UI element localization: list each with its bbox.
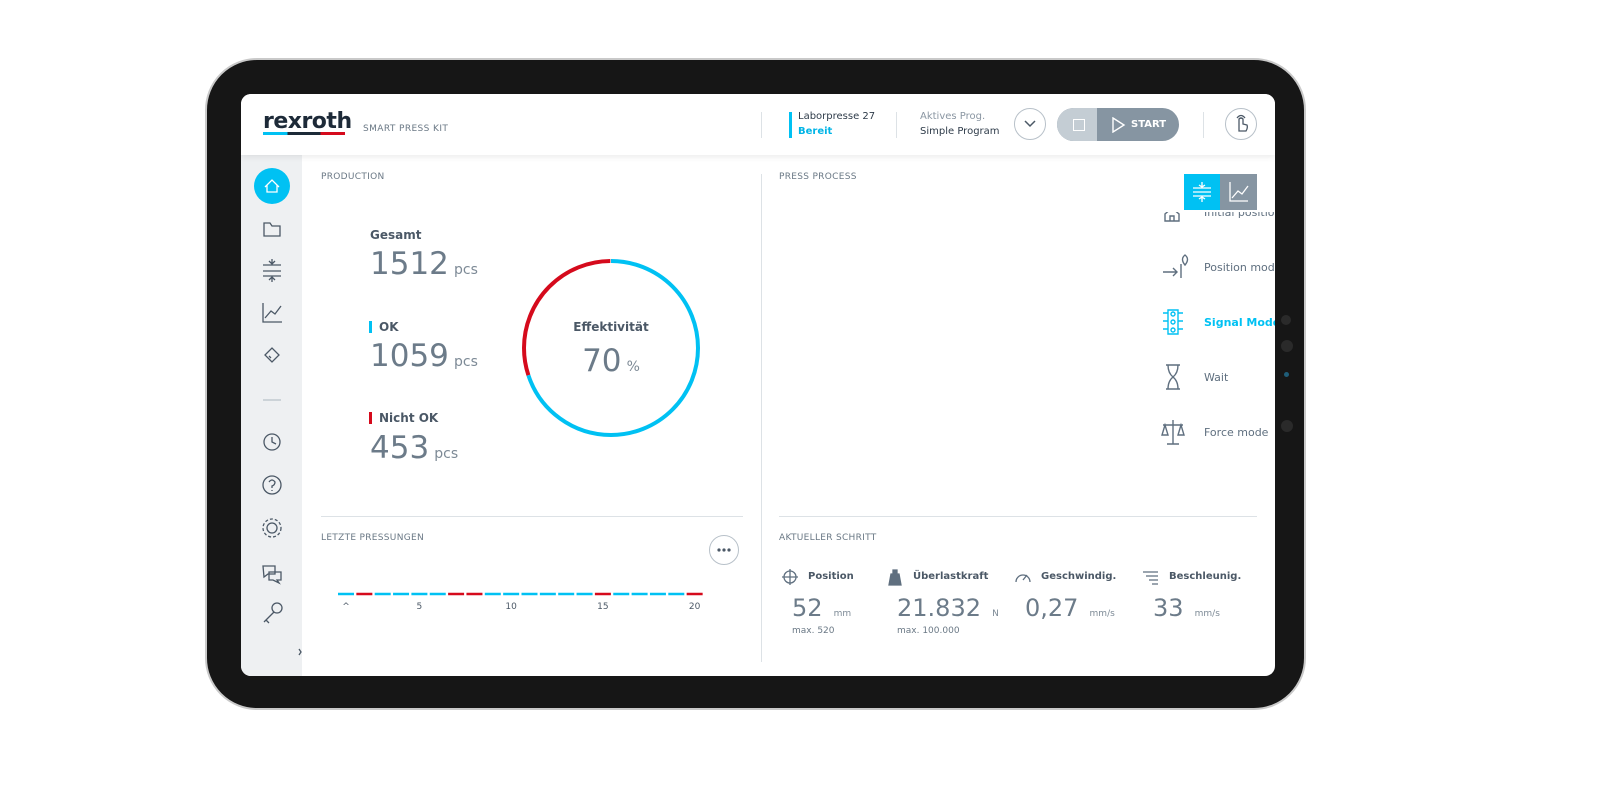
press-history: ^ 5 10 15 20 [338,592,703,612]
step-label: Signal Mode [1204,316,1275,329]
press-tick-label: 5 [417,602,423,612]
step-icon [1163,254,1189,278]
step-item-unit: mm [833,609,852,619]
step-item-icon [1014,568,1032,586]
process-steps: Initial position Position mode Signal Mode… [1161,212,1275,445]
step-item-unit: mm/s [1089,609,1115,619]
section-title: AKTUELLER SCHRITT [779,533,877,543]
logo: rexroth [263,109,352,134]
step-icon [1164,212,1184,222]
count-unit: pcs [454,262,478,278]
step-item-value: 52 [792,594,823,622]
view-toggle [1184,174,1257,210]
machine-status: Bereit [798,126,833,137]
sidebar [241,155,302,676]
run-controls: START [1057,108,1179,141]
press-tick-label: 15 [597,602,608,612]
step-label: Initial position [1204,212,1275,219]
step-item-icon [1142,568,1160,586]
press-tick-label: ^ [342,602,350,612]
step-item-value: 21.832 [897,594,981,622]
section-title: LETZTE PRESSUNGEN [321,533,425,543]
section-title: PRODUCTION [321,172,385,182]
app-screen: rexroth SMART PRESS KIT Laborpresse 27 B… [241,94,1275,676]
step-item-label: Geschwindig. [1041,571,1117,582]
step-item-icon [886,568,904,586]
step-item-row: 33 mm/s [1153,594,1220,622]
step-item-row: 21.832 N [897,594,999,622]
step-item-row: 52 mm [792,594,851,622]
step-item-label: Beschleunig. [1169,571,1242,582]
count-unit: pcs [434,446,459,462]
chart-view-button[interactable] [1220,174,1257,210]
program-dropdown[interactable] [1014,108,1046,140]
machine-name: Laborpresse 27 [798,111,876,122]
step-item-unit: N [992,609,999,619]
start-label: START [1131,119,1167,130]
section-title: PRESS PROCESS [779,172,857,182]
step-label: Position mode [1204,261,1275,274]
count-value: 1512 [370,246,449,282]
step-label: Force mode [1204,426,1269,439]
step-item-max: max. 100.000 [897,626,960,636]
more-button[interactable] [709,535,739,565]
stop-button[interactable] [1057,108,1097,141]
press-tick-label: 20 [689,602,701,612]
step-item-row: 0,27 mm/s [1025,594,1115,622]
effectiveness-unit: % [626,359,640,375]
step-item-icon [781,568,799,586]
step-item-max: max. 520 [792,626,835,636]
effectiveness-label: Effektivität [573,320,649,334]
step-item-value: 33 [1153,594,1184,622]
step-icon [1166,364,1180,390]
step-label: Wait [1204,371,1229,384]
ring-arc [522,259,700,437]
program-name: Simple Program [920,126,1000,137]
sidebar-icons [254,168,302,656]
ring-remainder [522,259,700,437]
header: rexroth SMART PRESS KIT Laborpresse 27 B… [241,94,1275,155]
step-item-label: Position [808,571,854,582]
program-label: Aktives Prog. [920,111,986,122]
step-icon [1163,309,1183,335]
step-item-label: Überlastkraft [913,571,989,582]
process-view-button[interactable] [1184,174,1220,210]
count-label: Gesamt [370,228,422,242]
count-label: OK [379,320,399,334]
effectiveness-value: 70 [582,343,622,379]
effectiveness-ring [522,259,700,437]
step-item-unit: mm/s [1194,609,1220,619]
count-label: Nicht OK [379,411,439,425]
count-value: 453 [370,430,430,466]
touch-button[interactable] [1225,108,1257,140]
step-item-value: 0,27 [1025,594,1079,622]
step-icon [1161,420,1185,445]
count-unit: pcs [454,354,478,370]
press-tick-label: 10 [505,602,517,612]
count-value: 1059 [370,338,449,374]
start-button[interactable]: START [1097,108,1179,141]
product-name: SMART PRESS KIT [363,124,449,134]
